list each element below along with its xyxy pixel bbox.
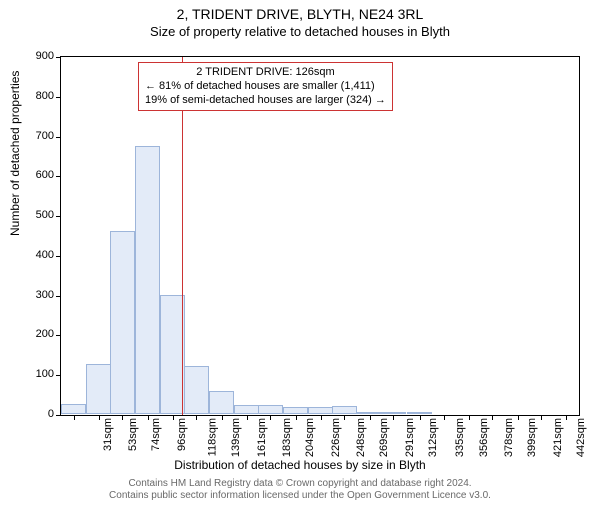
x-tick-label: 226sqm <box>330 418 342 457</box>
x-tick <box>321 415 322 420</box>
annotation-line3: 19% of semi-detached houses are larger (… <box>145 94 386 108</box>
x-tick <box>122 415 123 420</box>
x-tick-label: 399sqm <box>527 418 539 457</box>
footer-text: Contains HM Land Registry data © Crown c… <box>0 478 600 502</box>
y-tick-label: 100 <box>24 368 54 380</box>
histogram-bar <box>283 407 308 414</box>
x-tick-label: 291sqm <box>404 418 416 457</box>
x-tick-label: 312sqm <box>428 418 440 457</box>
y-tick <box>56 335 61 336</box>
x-tick-label: 31sqm <box>102 418 114 451</box>
y-tick <box>56 296 61 297</box>
x-tick-label: 118sqm <box>206 418 218 456</box>
histogram-bar <box>308 407 333 414</box>
plot-area: 2 TRIDENT DRIVE: 126sqm ← 81% of detache… <box>60 56 580 416</box>
x-tick-label: 421sqm <box>552 418 564 457</box>
histogram-bar <box>61 404 86 414</box>
histogram-bar <box>407 412 432 414</box>
x-tick-label: 74sqm <box>151 418 163 451</box>
x-tick-label: 269sqm <box>379 418 391 457</box>
histogram-bar <box>332 406 357 414</box>
x-tick <box>270 415 271 420</box>
x-tick <box>541 415 542 420</box>
y-axis-label: Number of detached properties <box>8 71 22 236</box>
x-tick <box>99 415 100 420</box>
histogram-bar <box>357 412 382 414</box>
x-tick-label: 183sqm <box>281 418 293 457</box>
x-tick-label: 139sqm <box>231 418 243 457</box>
page-title: 2, TRIDENT DRIVE, BLYTH, NE24 3RL <box>0 6 600 22</box>
y-tick-label: 200 <box>24 328 54 340</box>
x-tick-label: 53sqm <box>127 418 139 451</box>
x-tick <box>370 415 371 420</box>
x-tick <box>148 415 149 420</box>
histogram-bar <box>184 366 209 414</box>
histogram-bar <box>135 146 160 415</box>
footer-line2: Contains public sector information licen… <box>0 490 600 502</box>
y-tick-label: 500 <box>24 209 54 221</box>
histogram-bar <box>234 405 259 414</box>
x-tick <box>566 415 567 420</box>
x-tick <box>247 415 248 420</box>
y-tick-label: 400 <box>24 249 54 261</box>
x-tick <box>74 415 75 420</box>
annotation-line2: ← 81% of detached houses are smaller (1,… <box>145 80 386 94</box>
y-tick-label: 800 <box>24 90 54 102</box>
x-tick-label: 335sqm <box>454 418 466 457</box>
y-tick <box>56 216 61 217</box>
x-tick-label: 378sqm <box>503 418 515 457</box>
chart-container: 2, TRIDENT DRIVE, BLYTH, NE24 3RL Size o… <box>0 6 600 506</box>
histogram-bar <box>110 231 135 414</box>
histogram-bar <box>209 391 234 414</box>
y-tick-label: 900 <box>24 50 54 62</box>
x-tick <box>444 415 445 420</box>
x-tick-label: 161sqm <box>256 418 268 457</box>
x-tick <box>492 415 493 420</box>
page-subtitle: Size of property relative to detached ho… <box>0 24 600 39</box>
x-tick-label: 356sqm <box>478 418 490 457</box>
y-tick <box>56 256 61 257</box>
histogram-bar <box>86 364 111 414</box>
histogram-bar <box>381 412 406 414</box>
histogram-bar <box>258 405 283 414</box>
x-tick <box>196 415 197 420</box>
x-tick <box>420 415 421 420</box>
y-tick-label: 700 <box>24 130 54 142</box>
y-tick-label: 600 <box>24 169 54 181</box>
y-tick <box>56 176 61 177</box>
x-tick <box>344 415 345 420</box>
y-tick <box>56 415 61 416</box>
x-tick <box>469 415 470 420</box>
x-axis-label: Distribution of detached houses by size … <box>0 458 600 472</box>
x-tick <box>296 415 297 420</box>
y-tick <box>56 57 61 58</box>
y-tick <box>56 375 61 376</box>
x-tick <box>173 415 174 420</box>
x-tick-label: 96sqm <box>176 418 188 451</box>
x-tick <box>222 415 223 420</box>
footer-line1: Contains HM Land Registry data © Crown c… <box>0 478 600 490</box>
x-tick-label: 248sqm <box>355 418 367 457</box>
x-tick <box>393 415 394 420</box>
y-tick-label: 300 <box>24 289 54 301</box>
x-tick-label: 442sqm <box>576 418 588 457</box>
y-tick-label: 0 <box>24 408 54 420</box>
y-tick <box>56 97 61 98</box>
x-tick-label: 204sqm <box>305 418 317 457</box>
x-tick <box>518 415 519 420</box>
annotation-line1: 2 TRIDENT DRIVE: 126sqm <box>145 66 386 80</box>
y-tick <box>56 137 61 138</box>
annotation-box: 2 TRIDENT DRIVE: 126sqm ← 81% of detache… <box>138 62 393 111</box>
